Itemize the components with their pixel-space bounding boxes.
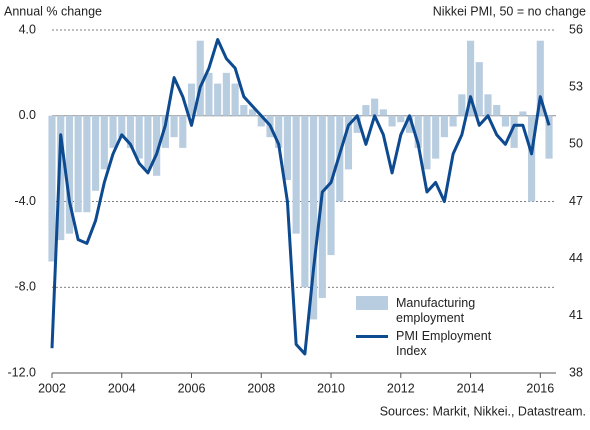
x-tick-label: 2006 [178,381,206,395]
bar [74,115,82,213]
bar [484,94,492,116]
y2-tick-label: 47 [569,194,583,208]
bar [371,98,379,116]
bar [440,115,448,138]
bar [248,109,257,116]
bar [528,115,536,202]
axes [51,372,556,378]
line [50,38,551,356]
x-tick-label: 2014 [457,381,485,395]
x-tick-label: 2008 [247,381,275,395]
bar [48,115,56,262]
bar [501,115,510,127]
y2-tick-label: 44 [569,251,583,265]
bar [118,115,126,138]
bar [222,72,230,116]
bar [449,115,457,127]
bar [57,115,65,241]
bar [327,115,335,256]
y2-tick-label: 41 [569,308,583,322]
bar [545,115,553,159]
y2-tick-label: 53 [569,79,583,93]
legend-item: Manufacturing employment [356,296,556,326]
bar [423,115,431,170]
lines [50,38,551,356]
x-tick-label: 2016 [526,381,554,395]
bar [318,115,326,298]
y2-tick-label: 56 [569,22,583,36]
y-tick-label: 4.0 [19,22,36,36]
bar [310,115,318,320]
source: Sources: Markit, Nikkei., Datastream. [380,404,586,418]
bar [126,115,135,148]
y2-tick-label: 38 [569,365,583,379]
legend: Manufacturing employment PMI Employment I… [356,296,556,362]
x-tick-label: 2010 [317,381,345,395]
legend-label: Manufacturing employment [396,296,476,325]
bar [257,115,265,127]
bar [144,115,152,170]
legend-item: PMI Employment Index [356,329,556,359]
bar [65,115,74,234]
bar [283,115,292,181]
bars [48,40,553,320]
y-tick-label: -4.0 [14,194,36,208]
bar [153,115,161,176]
bar [353,115,361,133]
bar [397,115,405,123]
bar [240,105,248,116]
x-tick-label: 2012 [387,381,415,395]
bar [458,94,466,116]
bar [83,115,91,213]
bar [405,115,414,133]
bar [100,115,108,170]
y2-tick-label: 50 [569,137,583,151]
bar [466,40,475,116]
bar [301,115,309,288]
x-tick-label: 2002 [38,381,66,395]
bar [510,115,518,148]
bar [275,115,283,148]
bar [205,72,213,116]
bar [179,115,187,148]
bar [379,109,387,116]
legend-swatch [356,296,388,310]
bar [135,115,143,159]
bar [362,105,370,116]
y-tick-label: -12.0 [8,365,37,379]
bar [196,40,204,116]
bar [170,115,178,138]
bar [292,115,300,234]
bar [388,115,396,127]
x-tick-label: 2004 [108,381,136,395]
y2-axis-label: Nikkei PMI, 50 = no change [433,4,586,18]
bar [536,40,544,116]
bar [109,115,117,148]
bar [214,83,222,116]
legend-swatch [356,335,388,338]
y-tick-label: -8.0 [14,280,36,294]
bar [432,115,440,159]
bar [519,111,527,116]
bar [187,83,196,116]
bar [475,62,483,116]
bar [344,115,353,170]
bar [231,83,239,116]
bar [493,105,501,116]
y-axis-label: Annual % change [4,4,102,18]
y-tick-label: 0.0 [19,108,36,122]
legend-label: PMI Employment Index [396,329,492,358]
bar [92,115,100,191]
bar [161,115,169,148]
bar [414,115,422,148]
